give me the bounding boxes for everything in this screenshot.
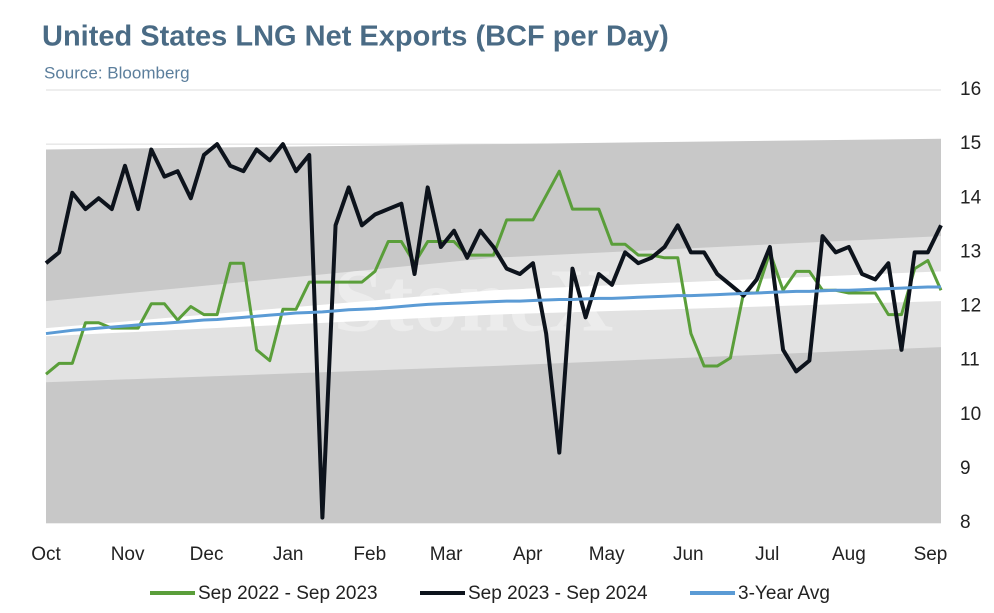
x-tick-label: Jul (755, 544, 779, 565)
series-line (45, 169, 943, 376)
x-tick-label: Oct (31, 544, 61, 565)
x-tick-label: Apr (513, 544, 543, 565)
x-tick-label: Jan (273, 544, 304, 565)
y-tick-label: 16 (960, 79, 981, 100)
x-tick-label: Aug (832, 544, 866, 565)
x-tick-label: Dec (190, 544, 224, 565)
legend-label: Sep 2023 - Sep 2024 (468, 583, 648, 604)
x-tick-label: Jun (673, 544, 704, 565)
x-tick-label: Mar (430, 544, 463, 565)
series-line (44, 142, 943, 520)
chart-title: United States LNG Net Exports (BCF per D… (42, 21, 669, 53)
x-tick-label: May (589, 544, 625, 565)
y-tick-label: 14 (960, 187, 982, 208)
y-tick-label: 15 (960, 133, 981, 154)
range-band (46, 271, 941, 337)
y-tick-label: 9 (960, 458, 971, 479)
y-tick-label: 8 (960, 512, 971, 533)
chart-subtitle: Source: Bloomberg (44, 63, 190, 82)
x-tick-label: Feb (353, 544, 386, 565)
x-tick-label: Nov (111, 544, 145, 565)
series-line (45, 285, 941, 336)
y-tick-label: 10 (960, 404, 981, 425)
y-tick-label: 12 (960, 296, 981, 317)
legend-label: Sep 2022 - Sep 2023 (198, 583, 378, 604)
legend-label: 3-Year Avg (738, 583, 830, 604)
x-tick-label: Sep (914, 544, 948, 565)
y-tick-label: 13 (960, 241, 981, 262)
y-tick-label: 11 (960, 350, 980, 371)
